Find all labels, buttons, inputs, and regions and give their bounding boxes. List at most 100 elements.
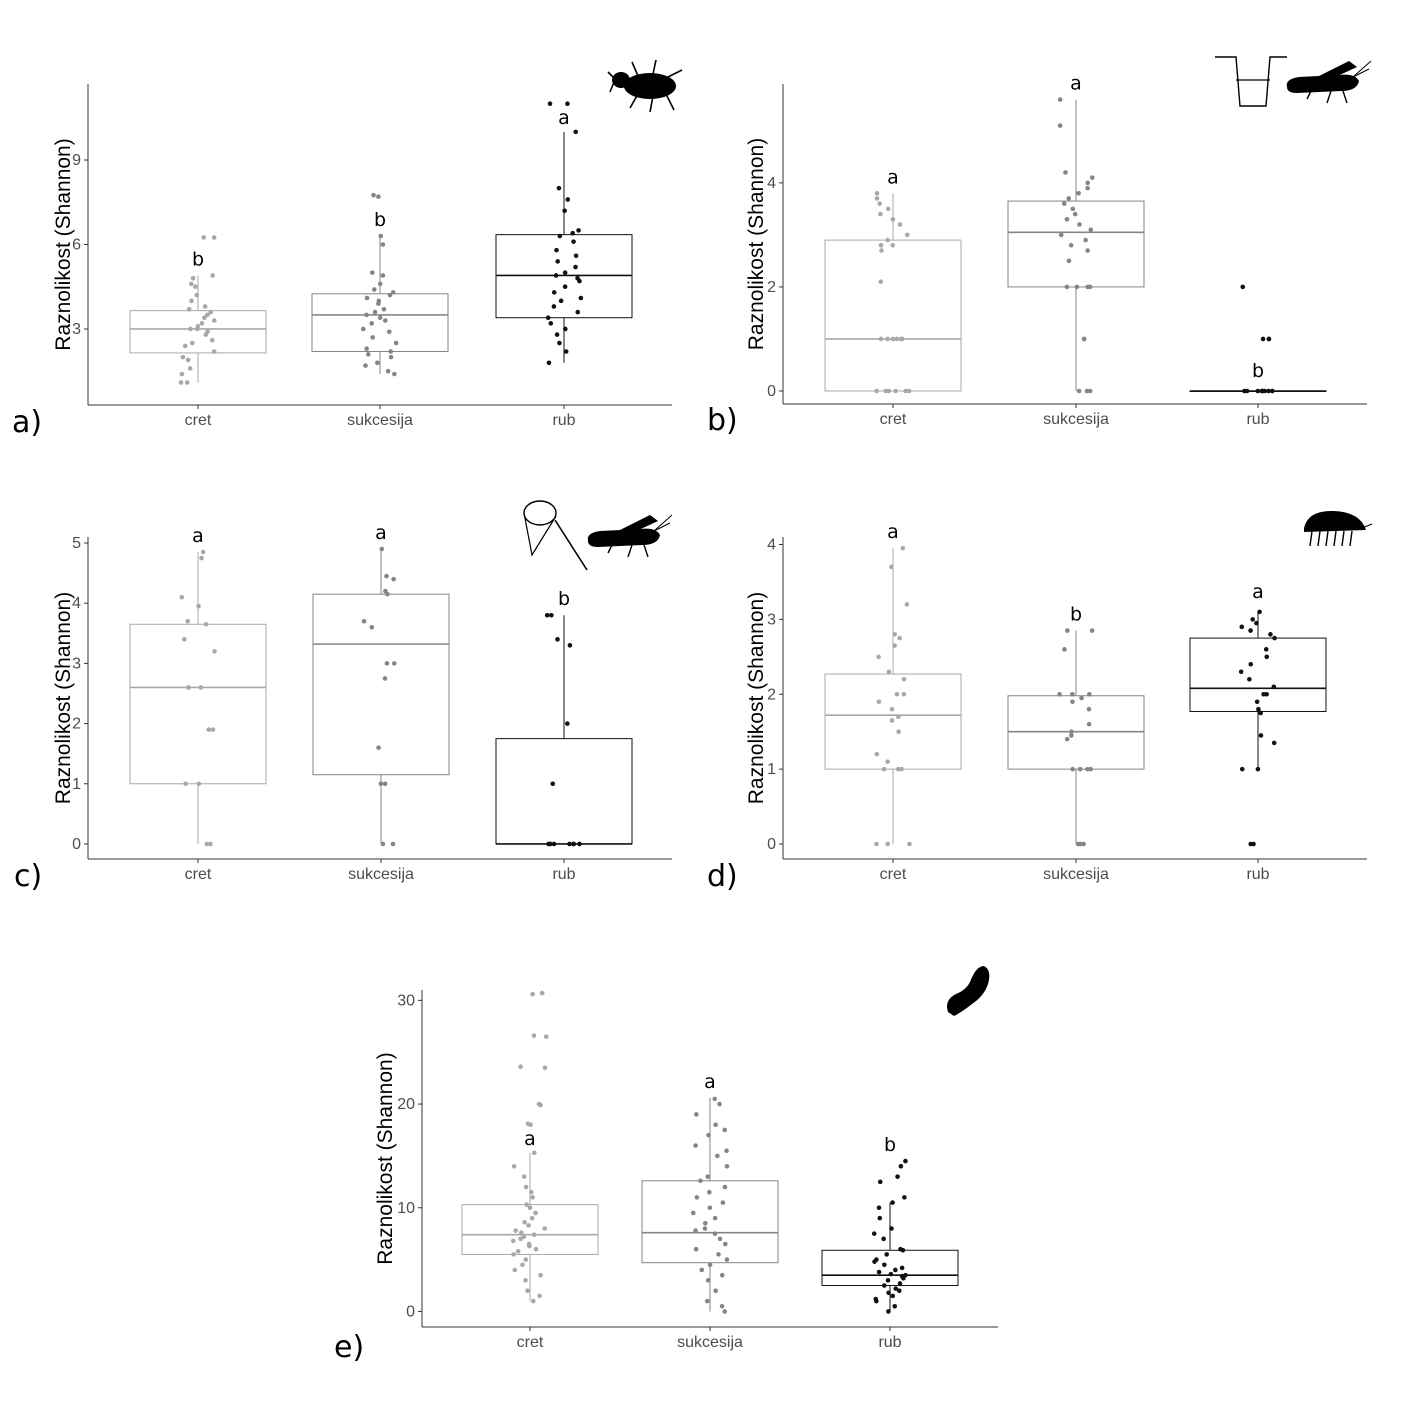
box-sukcesija: sukcesija a [312, 522, 450, 883]
y-tick-label: 30 [397, 992, 415, 1009]
significance-letter: a [192, 525, 204, 547]
data-point [1085, 766, 1090, 772]
data-point [879, 248, 884, 253]
data-point [889, 564, 894, 570]
data-point [196, 781, 202, 787]
data-point [902, 1195, 907, 1200]
data-point [892, 632, 898, 637]
woodlouse-icon [1304, 510, 1373, 547]
data-point [388, 354, 394, 360]
x-tick-label: rub [1246, 411, 1269, 428]
x-tick-label: rub [1246, 866, 1269, 883]
data-point [1250, 617, 1256, 622]
data-point [531, 1232, 537, 1238]
data-point [717, 1101, 722, 1107]
data-point [567, 841, 572, 847]
data-point [690, 1210, 696, 1216]
data-point [715, 1153, 720, 1159]
data-point [521, 1234, 527, 1240]
data-point [893, 388, 898, 394]
data-point [529, 1215, 535, 1221]
data-point [1081, 336, 1087, 342]
box-cret: cret a [129, 525, 267, 883]
data-point [521, 1174, 527, 1179]
y-tick-label: 1 [767, 761, 776, 778]
data-point [545, 315, 551, 321]
data-point [523, 1184, 529, 1190]
data-point [1069, 729, 1074, 734]
data-point [577, 841, 582, 847]
data-point [706, 1132, 711, 1138]
data-point [712, 1096, 718, 1102]
data-point [390, 290, 396, 295]
data-point [570, 230, 575, 236]
pitfall-trap-cricket-icon [1215, 56, 1372, 107]
data-point [1251, 841, 1256, 847]
data-point [907, 841, 912, 847]
data-point [1248, 628, 1253, 633]
data-point [894, 691, 900, 697]
data-point [511, 1252, 516, 1257]
data-point [542, 1065, 548, 1071]
data-point [211, 318, 217, 323]
data-point [370, 335, 376, 340]
box-cret: cret a [824, 166, 962, 428]
significance-letter: a [1070, 73, 1082, 95]
data-point [903, 1158, 908, 1164]
data-point [1086, 691, 1092, 697]
x-tick-label: sukcesija [1043, 866, 1109, 883]
data-point [374, 360, 380, 366]
data-point [707, 1262, 713, 1268]
data-point [384, 661, 390, 666]
data-point [1257, 609, 1262, 615]
data-point [542, 1226, 548, 1231]
data-point [693, 1246, 699, 1252]
data-point [363, 363, 368, 368]
data-point [205, 329, 210, 335]
data-point [693, 1228, 698, 1233]
data-point [885, 1278, 891, 1283]
data-point [885, 237, 890, 243]
data-point [878, 243, 884, 248]
data-point [178, 380, 184, 385]
data-point [364, 295, 370, 301]
data-point [382, 676, 388, 681]
data-point [565, 101, 570, 107]
data-point [1270, 388, 1275, 394]
data-point [886, 1309, 891, 1314]
data-point [529, 1189, 534, 1195]
box-cret: cret a [824, 521, 962, 883]
data-point [510, 1238, 516, 1244]
data-point [722, 1184, 728, 1190]
data-point [874, 751, 880, 757]
data-point [198, 685, 204, 690]
data-point [182, 637, 187, 642]
data-point [1088, 766, 1094, 772]
data-point [898, 1163, 904, 1169]
data-point [186, 685, 191, 690]
data-point [378, 233, 384, 239]
data-point [179, 594, 185, 600]
x-tick-label: cret [880, 411, 907, 428]
data-point [188, 281, 194, 287]
data-point [526, 1241, 532, 1247]
data-point [573, 253, 579, 259]
data-point [369, 270, 375, 275]
data-point [899, 1265, 905, 1271]
data-point [889, 706, 895, 712]
data-point [712, 1231, 718, 1236]
data-point [1086, 706, 1092, 712]
data-point [694, 1112, 699, 1117]
data-point [724, 1148, 729, 1154]
data-point [1258, 733, 1264, 738]
data-point [1261, 691, 1266, 697]
data-point [897, 635, 902, 641]
data-point [724, 1163, 730, 1169]
data-point [573, 264, 578, 270]
x-tick-label: cret [185, 866, 212, 883]
data-point [391, 576, 396, 582]
data-point [1268, 632, 1273, 637]
iqr-box [824, 239, 962, 392]
